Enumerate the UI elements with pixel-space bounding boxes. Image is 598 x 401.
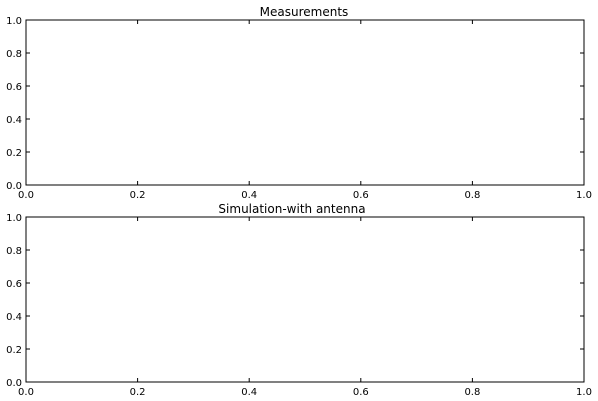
x-tick-label: 0.2	[130, 190, 146, 201]
x-tick-label: 0.4	[241, 387, 257, 398]
y-tick-label: 0.6	[6, 279, 22, 290]
y-tick-label: 0.8	[6, 246, 22, 257]
y-tick-label: 0.0	[6, 378, 22, 389]
subplot-title: Simulation-with antenna	[218, 202, 365, 216]
x-tick-label: 1.0	[576, 190, 592, 201]
subplot-measurements: Measurements 0.0 0.2 0.4 0.6 0.8 1.00.00.20.4…	[6, 5, 592, 201]
subplot-title: Measurements	[260, 5, 349, 19]
x-tick-label: 0.2	[130, 387, 146, 398]
axes-frame	[26, 217, 584, 382]
y-tick-label: 0.8	[6, 49, 22, 60]
axes-frame	[26, 20, 584, 185]
y-tick-label: 0.0	[6, 181, 22, 192]
y-tick-label: 0.4	[6, 115, 22, 126]
y-tick-label: 1.0	[6, 16, 22, 27]
x-tick-label: 1.0	[576, 387, 592, 398]
x-tick-label: 0.8	[464, 387, 480, 398]
y-tick-label: 0.2	[6, 345, 22, 356]
subplot-simulation-with-antenna: Simulation-with antenna 0.0 0.2 0.4 0.6 0.8 1…	[6, 202, 592, 398]
x-tick-label: 0.6	[353, 387, 369, 398]
y-tick-label: 0.2	[6, 148, 22, 159]
y-tick-label: 1.0	[6, 213, 22, 224]
x-tick-label: 0.6	[353, 190, 369, 201]
x-tick-label: 0.8	[464, 190, 480, 201]
y-tick-label: 0.4	[6, 312, 22, 323]
y-tick-label: 0.6	[6, 82, 22, 93]
x-tick-label: 0.4	[241, 190, 257, 201]
